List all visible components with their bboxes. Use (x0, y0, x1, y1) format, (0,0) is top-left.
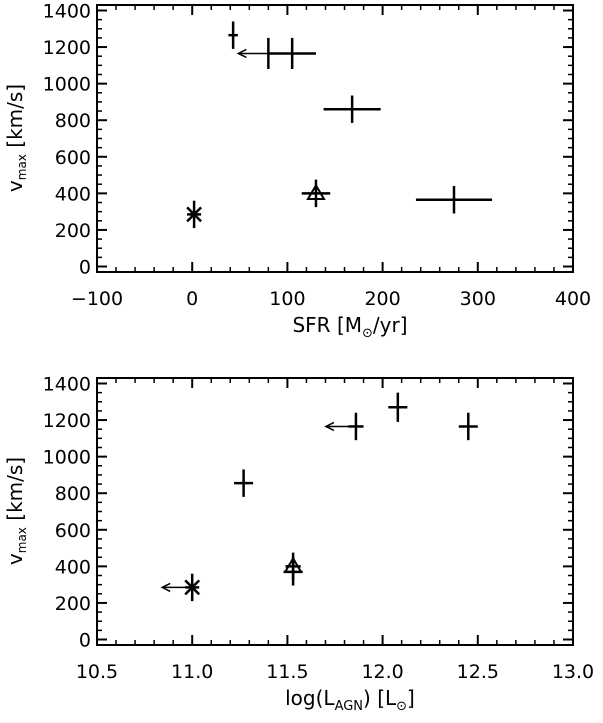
x-tick-label: 400 (555, 288, 591, 310)
y-tick-label: 0 (79, 630, 91, 652)
data-point (268, 37, 316, 70)
data-point (388, 392, 408, 422)
y-tick-label: 400 (55, 183, 91, 205)
upper-limit-arrowhead (324, 421, 335, 432)
y-tick-label: 200 (55, 220, 91, 242)
y-axis-label: vmax [km/s] (3, 457, 29, 565)
y-tick-label: 1400 (43, 0, 91, 22)
data-point (234, 469, 254, 497)
x-axis-label-tail: ) [L (363, 686, 397, 710)
x-tick-label: −100 (71, 288, 123, 310)
plot-frame (96, 4, 574, 273)
x-tick-label: 11.5 (266, 661, 308, 683)
y-tick-label: 200 (55, 593, 91, 615)
y-tick-label: 1000 (43, 74, 91, 96)
x-axis-label-main: log(L (285, 686, 335, 710)
data-point (323, 95, 381, 123)
x-axis-label-sub: ⊙ (362, 326, 373, 341)
y-tick-label: 400 (55, 556, 91, 578)
upper-limit-arrowhead (160, 582, 171, 593)
y-axis-label: vmax [km/s] (3, 84, 29, 192)
y-axis-label-main: v (3, 553, 27, 565)
x-tick-label: 300 (460, 288, 496, 310)
y-axis-label-main: v (3, 180, 27, 192)
y-tick-label: 600 (55, 520, 91, 542)
upper-limit-arrowhead (236, 48, 247, 59)
panel-lagn: 10.5 11.0 11.5 12.0 12.5 13.0 0 200 400 600 800 100… (3, 373, 594, 714)
x-tick-label: 13.0 (552, 661, 594, 683)
y-tick-label: 1200 (43, 37, 91, 59)
y-tick-label: 800 (55, 483, 91, 505)
x-axis-label: log(LAGN) [L⊙] (285, 686, 415, 714)
y-axis-label-sub: max (15, 527, 29, 553)
data-point (283, 558, 303, 586)
y-tick-label: 600 (55, 147, 91, 169)
y-axis-label-tail: [km/s] (3, 457, 27, 527)
data-point (415, 186, 493, 214)
y-axis-label-sub: max (15, 154, 29, 180)
x-tick-label: 100 (269, 288, 305, 310)
y-tick-label: 1400 (43, 373, 91, 395)
x-axis-label-tail: /yr] (373, 313, 408, 337)
x-axis-label-sub: AGN (335, 699, 363, 714)
panel-sfr: −100 0 100 200 300 400 0 200 400 600 800 1000 1200 14… (3, 0, 591, 341)
data-point (160, 573, 201, 602)
y-tick-label: 1000 (43, 447, 91, 469)
y-tick-label: 1200 (43, 410, 91, 432)
x-tick-label: 12.5 (457, 661, 499, 683)
x-tick-label: 0 (186, 288, 198, 310)
plot-frame (96, 377, 574, 646)
data-point (324, 412, 364, 441)
triangle-marker (306, 183, 326, 200)
y-axis-label-tail: [km/s] (3, 84, 27, 154)
x-axis-label-sub2: ⊙ (396, 699, 407, 714)
x-tick-label: 10.5 (76, 661, 118, 683)
x-axis-label-tail2: ] (407, 686, 415, 710)
x-axis-label: SFR [M⊙/yr] (292, 313, 407, 341)
data-point (236, 37, 270, 70)
data-point (228, 21, 238, 49)
x-tick-label: 200 (364, 288, 400, 310)
data-point (301, 179, 331, 208)
y-tick-label: 0 (79, 257, 91, 279)
x-tick-label: 12.0 (361, 661, 403, 683)
x-axis-label-main: SFR [M (292, 313, 362, 337)
data-point (458, 412, 478, 441)
y-tick-label: 800 (55, 110, 91, 132)
data-point (186, 200, 202, 229)
x-tick-label: 11.0 (171, 661, 213, 683)
